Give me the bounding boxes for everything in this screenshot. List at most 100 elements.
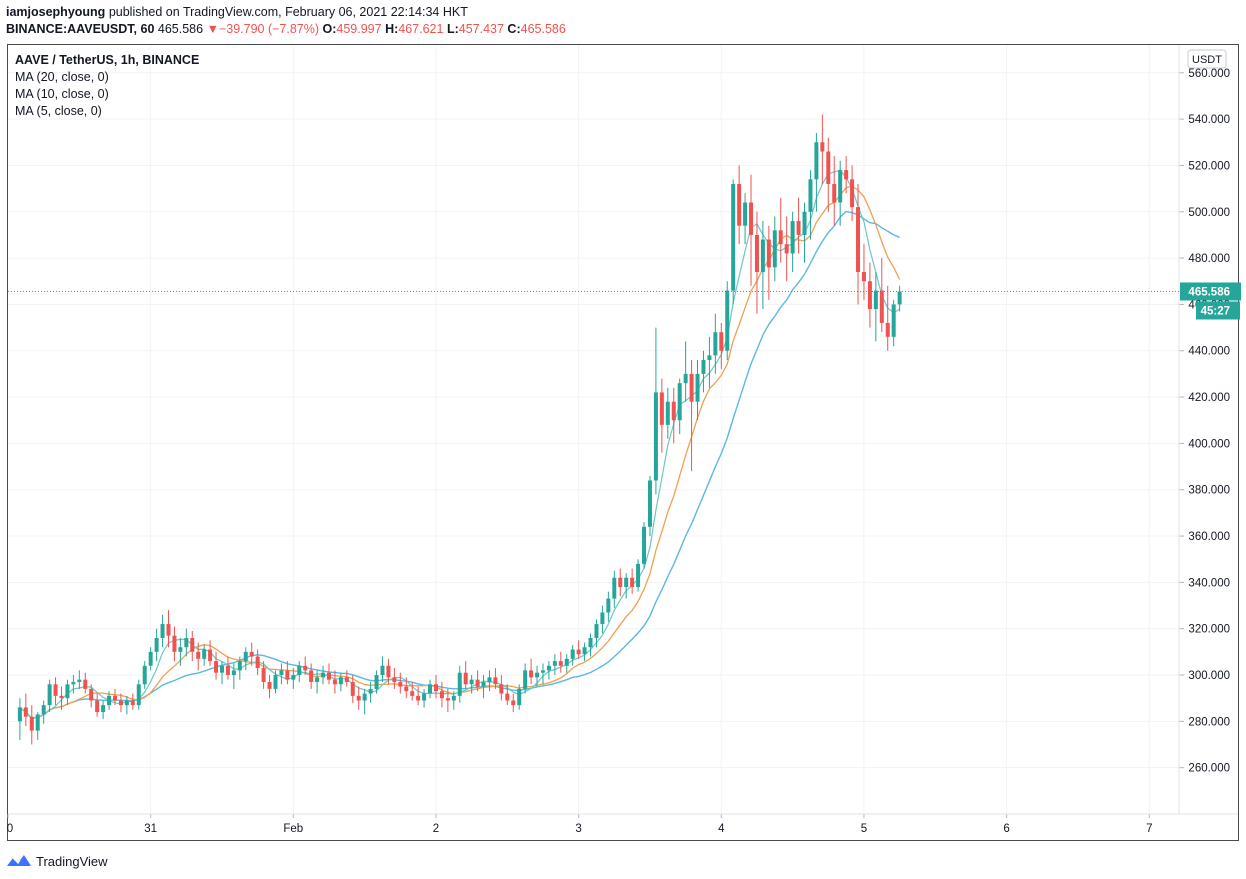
candle-body-down[interactable] (326, 672, 331, 680)
candle-body-down[interactable] (576, 649, 581, 655)
candle-body-up[interactable] (772, 230, 777, 268)
candle-body-down[interactable] (433, 684, 438, 692)
candle-body-up[interactable] (814, 142, 819, 180)
candle-body-up[interactable] (707, 355, 712, 361)
candle-body-up[interactable] (231, 670, 236, 676)
candle-body-up[interactable] (647, 480, 652, 527)
candle-body-down[interactable] (850, 179, 855, 208)
candle-body-up[interactable] (154, 637, 159, 652)
candle-body-up[interactable] (451, 695, 456, 701)
candle-body-down[interactable] (885, 322, 890, 337)
candle-body-up[interactable] (65, 684, 70, 699)
tradingview-logo-icon[interactable] (6, 853, 32, 869)
candle-body-up[interactable] (148, 651, 153, 666)
candle-body-up[interactable] (77, 679, 82, 682)
candle-body-down[interactable] (778, 230, 783, 245)
candle-body-down[interactable] (737, 183, 742, 226)
candle-body-up[interactable] (362, 693, 367, 701)
candle-body-up[interactable] (677, 383, 682, 421)
candle-body-down[interactable] (493, 677, 498, 685)
candle-body-down[interactable] (261, 668, 266, 682)
candle-body-up[interactable] (71, 681, 76, 685)
candle-body-up[interactable] (243, 651, 248, 662)
candle-body-down[interactable] (23, 707, 28, 717)
candle-body-down[interactable] (410, 691, 415, 696)
candle-body-down[interactable] (784, 244, 789, 254)
author-name[interactable]: iamjosephyoung (6, 5, 106, 19)
candle-body-down[interactable] (463, 672, 468, 685)
candle-body-up[interactable] (380, 665, 385, 676)
candle-body-up[interactable] (219, 665, 224, 673)
candle-body-up[interactable] (588, 637, 593, 648)
candle-body-up[interactable] (107, 695, 112, 706)
candle-body-up[interactable] (600, 612, 605, 625)
candle-body-up[interactable] (897, 291, 902, 305)
candle-body-down[interactable] (309, 670, 314, 682)
candle-body-down[interactable] (630, 577, 635, 588)
candle-body-up[interactable] (291, 675, 296, 680)
candle-body-down[interactable] (766, 239, 771, 268)
candle-body-down[interactable] (172, 635, 177, 652)
candle-body-down[interactable] (95, 700, 100, 713)
candle-body-up[interactable] (428, 684, 433, 694)
candle-body-down[interactable] (190, 637, 195, 652)
candle-body-up[interactable] (546, 665, 551, 671)
candle-body-down[interactable] (166, 624, 171, 636)
candle-body-down[interactable] (404, 686, 409, 692)
candle-body-up[interactable] (47, 684, 52, 706)
candle-body-down[interactable] (689, 373, 694, 402)
candle-body-up[interactable] (321, 672, 326, 678)
candle-body-down[interactable] (332, 679, 337, 685)
candle-body-up[interactable] (582, 647, 587, 655)
candle-body-up[interactable] (606, 598, 611, 613)
candle-body-up[interactable] (237, 661, 242, 671)
candle-body-up[interactable] (469, 679, 474, 685)
candle-body-down[interactable] (112, 695, 117, 701)
candle-body-down[interactable] (558, 661, 563, 666)
candle-body-up[interactable] (808, 179, 813, 212)
candle-body-up[interactable] (594, 624, 599, 638)
candle-body-up[interactable] (731, 183, 736, 291)
candle-body-down[interactable] (267, 681, 272, 689)
candle-body-down[interactable] (511, 700, 516, 706)
candle-body-up[interactable] (523, 670, 528, 689)
candle-body-up[interactable] (142, 665, 147, 685)
candle-body-up[interactable] (422, 693, 427, 701)
candle-body-up[interactable] (636, 563, 641, 588)
candle-body-down[interactable] (749, 202, 754, 235)
candle-body-up[interactable] (713, 332, 718, 356)
candle-body-up[interactable] (838, 170, 843, 203)
candle-body-down[interactable] (659, 392, 664, 425)
candle-body-up[interactable] (35, 714, 40, 731)
candle-body-up[interactable] (17, 707, 22, 722)
candle-body-down[interactable] (344, 677, 349, 682)
candle-body-up[interactable] (570, 649, 575, 659)
candle-body-down[interactable] (867, 281, 872, 310)
candle-body-up[interactable] (273, 675, 278, 689)
candle-body-up[interactable] (790, 221, 795, 254)
candle-body-up[interactable] (487, 677, 492, 682)
candle-body-down[interactable] (879, 290, 884, 323)
candle-body-up[interactable] (624, 577, 629, 588)
candle-body-down[interactable] (59, 695, 64, 699)
candle-body-down[interactable] (350, 681, 355, 696)
candle-body-up[interactable] (481, 681, 486, 687)
candle-body-up[interactable] (743, 202, 748, 226)
candle-body-up[interactable] (338, 677, 343, 685)
candle-body-down[interactable] (820, 142, 825, 152)
candle-body-down[interactable] (754, 234, 759, 272)
legend-title[interactable]: AAVE / TetherUS, 1h, BINANCE (15, 53, 200, 67)
candle-body-down[interactable] (285, 670, 290, 680)
candle-body-up[interactable] (873, 290, 878, 310)
candle-body-down[interactable] (130, 700, 135, 706)
candle-body-down[interactable] (844, 170, 849, 180)
candle-body-down[interactable] (505, 693, 510, 701)
candle-body-up[interactable] (701, 360, 706, 374)
candle-body-down[interactable] (861, 271, 866, 282)
candle-body-down[interactable] (529, 670, 534, 678)
candle-body-up[interactable] (891, 304, 896, 337)
candle-body-up[interactable] (725, 290, 730, 351)
candle-body-up[interactable] (695, 373, 700, 402)
candle-body-up[interactable] (184, 637, 189, 648)
